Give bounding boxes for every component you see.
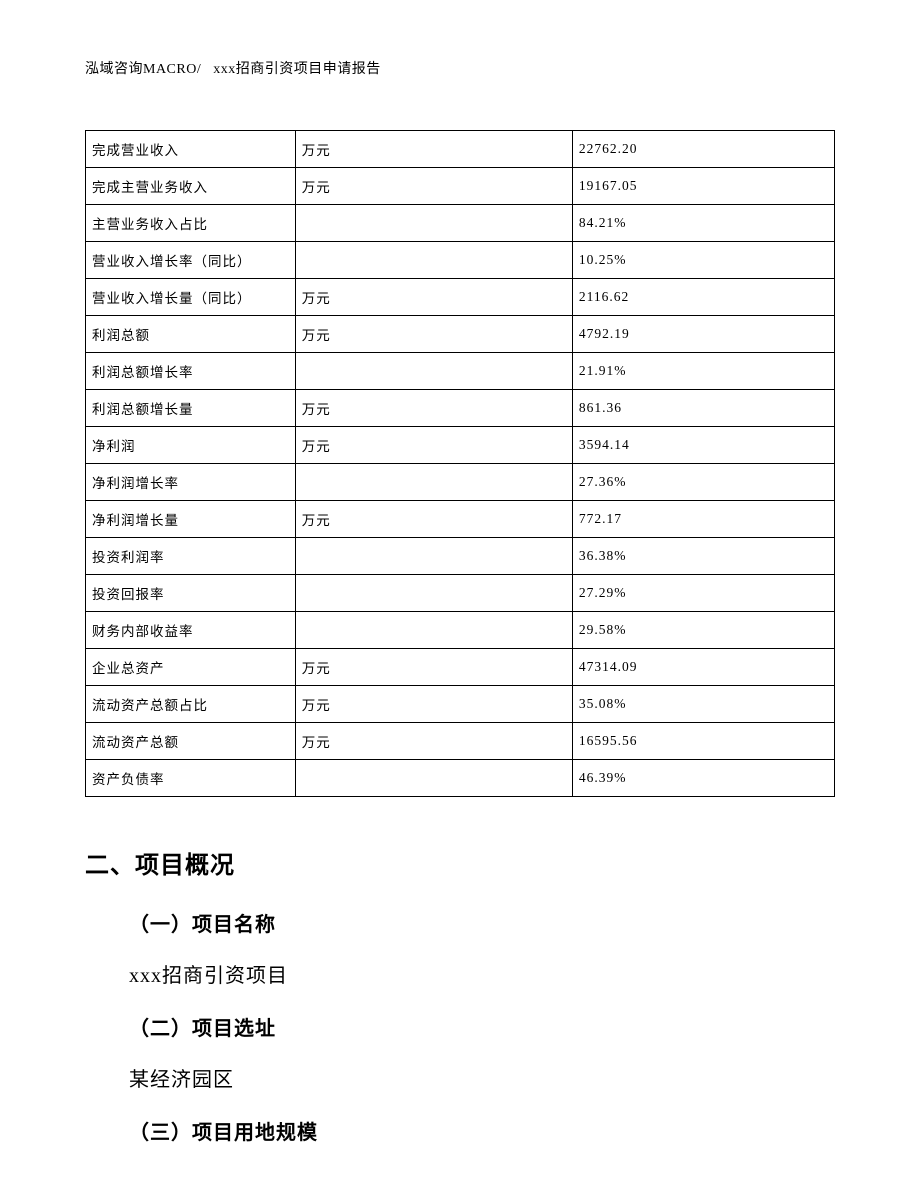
cell-label: 完成营业收入 [86,131,296,168]
cell-value: 4792.19 [572,316,834,353]
cell-label: 流动资产总额 [86,723,296,760]
cell-unit: 万元 [295,316,572,353]
cell-label: 营业收入增长量（同比） [86,279,296,316]
cell-label: 利润总额增长率 [86,353,296,390]
table-row: 利润总额增长率 21.91% [86,353,835,390]
project-location-text: 某经济园区 [85,1063,835,1092]
table-row: 资产负债率 46.39% [86,760,835,797]
cell-unit [295,205,572,242]
cell-value: 84.21% [572,205,834,242]
cell-label: 企业总资产 [86,649,296,686]
subsection-heading-1: （一）项目名称 [85,908,835,937]
section-heading: 二、项目概况 [85,845,835,880]
header-right: xxx招商引资项目申请报告 [213,62,381,77]
cell-value: 19167.05 [572,168,834,205]
cell-unit [295,464,572,501]
cell-label: 财务内部收益率 [86,612,296,649]
cell-unit: 万元 [295,168,572,205]
cell-value: 29.58% [572,612,834,649]
table-row: 企业总资产万元47314.09 [86,649,835,686]
cell-value: 46.39% [572,760,834,797]
table-row: 投资利润率 36.38% [86,538,835,575]
cell-label: 净利润 [86,427,296,464]
cell-unit [295,612,572,649]
table-row: 净利润增长量万元772.17 [86,501,835,538]
cell-value: 36.38% [572,538,834,575]
body-text: 二、项目概况 （一）项目名称 xxx招商引资项目 （二）项目选址 某经济园区 （… [85,845,835,1145]
cell-value: 861.36 [572,390,834,427]
financial-table: 完成营业收入万元22762.20 完成主营业务收入万元19167.05 主营业务… [85,130,835,797]
cell-value: 16595.56 [572,723,834,760]
cell-unit: 万元 [295,501,572,538]
subsection-heading-3: （三）项目用地规模 [85,1116,835,1145]
table-row: 净利润万元3594.14 [86,427,835,464]
cell-label: 净利润增长率 [86,464,296,501]
cell-value: 35.08% [572,686,834,723]
table-row: 完成营业收入万元22762.20 [86,131,835,168]
cell-value: 10.25% [572,242,834,279]
table-row: 流动资产总额万元16595.56 [86,723,835,760]
table-row: 投资回报率 27.29% [86,575,835,612]
cell-label: 主营业务收入占比 [86,205,296,242]
cell-value: 22762.20 [572,131,834,168]
cell-unit [295,760,572,797]
cell-unit [295,575,572,612]
cell-value: 21.91% [572,353,834,390]
cell-value: 2116.62 [572,279,834,316]
table-row: 利润总额增长量万元861.36 [86,390,835,427]
cell-label: 投资利润率 [86,538,296,575]
cell-label: 净利润增长量 [86,501,296,538]
cell-label: 资产负债率 [86,760,296,797]
cell-label: 营业收入增长率（同比） [86,242,296,279]
cell-value: 27.29% [572,575,834,612]
financial-table-body: 完成营业收入万元22762.20 完成主营业务收入万元19167.05 主营业务… [86,131,835,797]
table-row: 财务内部收益率 29.58% [86,612,835,649]
page-header: 泓域咨询MACRO/ xxx招商引资项目申请报告 [85,58,835,78]
table-row: 营业收入增长率（同比） 10.25% [86,242,835,279]
cell-unit: 万元 [295,131,572,168]
cell-value: 3594.14 [572,427,834,464]
project-name-text: xxx招商引资项目 [85,959,835,988]
cell-label: 利润总额增长量 [86,390,296,427]
document-page: 泓域咨询MACRO/ xxx招商引资项目申请报告 完成营业收入万元22762.2… [0,0,920,1191]
cell-unit: 万元 [295,723,572,760]
header-left: 泓域咨询MACRO/ [85,62,201,77]
cell-unit [295,353,572,390]
table-row: 营业收入增长量（同比）万元2116.62 [86,279,835,316]
cell-value: 27.36% [572,464,834,501]
cell-value: 772.17 [572,501,834,538]
table-row: 净利润增长率 27.36% [86,464,835,501]
cell-value: 47314.09 [572,649,834,686]
table-row: 完成主营业务收入万元19167.05 [86,168,835,205]
subsection-heading-2: （二）项目选址 [85,1012,835,1041]
table-row: 利润总额万元4792.19 [86,316,835,353]
cell-unit: 万元 [295,279,572,316]
cell-unit [295,538,572,575]
cell-unit: 万元 [295,390,572,427]
cell-unit: 万元 [295,649,572,686]
cell-label: 完成主营业务收入 [86,168,296,205]
cell-unit: 万元 [295,427,572,464]
cell-unit [295,242,572,279]
cell-label: 流动资产总额占比 [86,686,296,723]
cell-label: 投资回报率 [86,575,296,612]
cell-label: 利润总额 [86,316,296,353]
cell-unit: 万元 [295,686,572,723]
table-row: 主营业务收入占比 84.21% [86,205,835,242]
table-row: 流动资产总额占比万元35.08% [86,686,835,723]
